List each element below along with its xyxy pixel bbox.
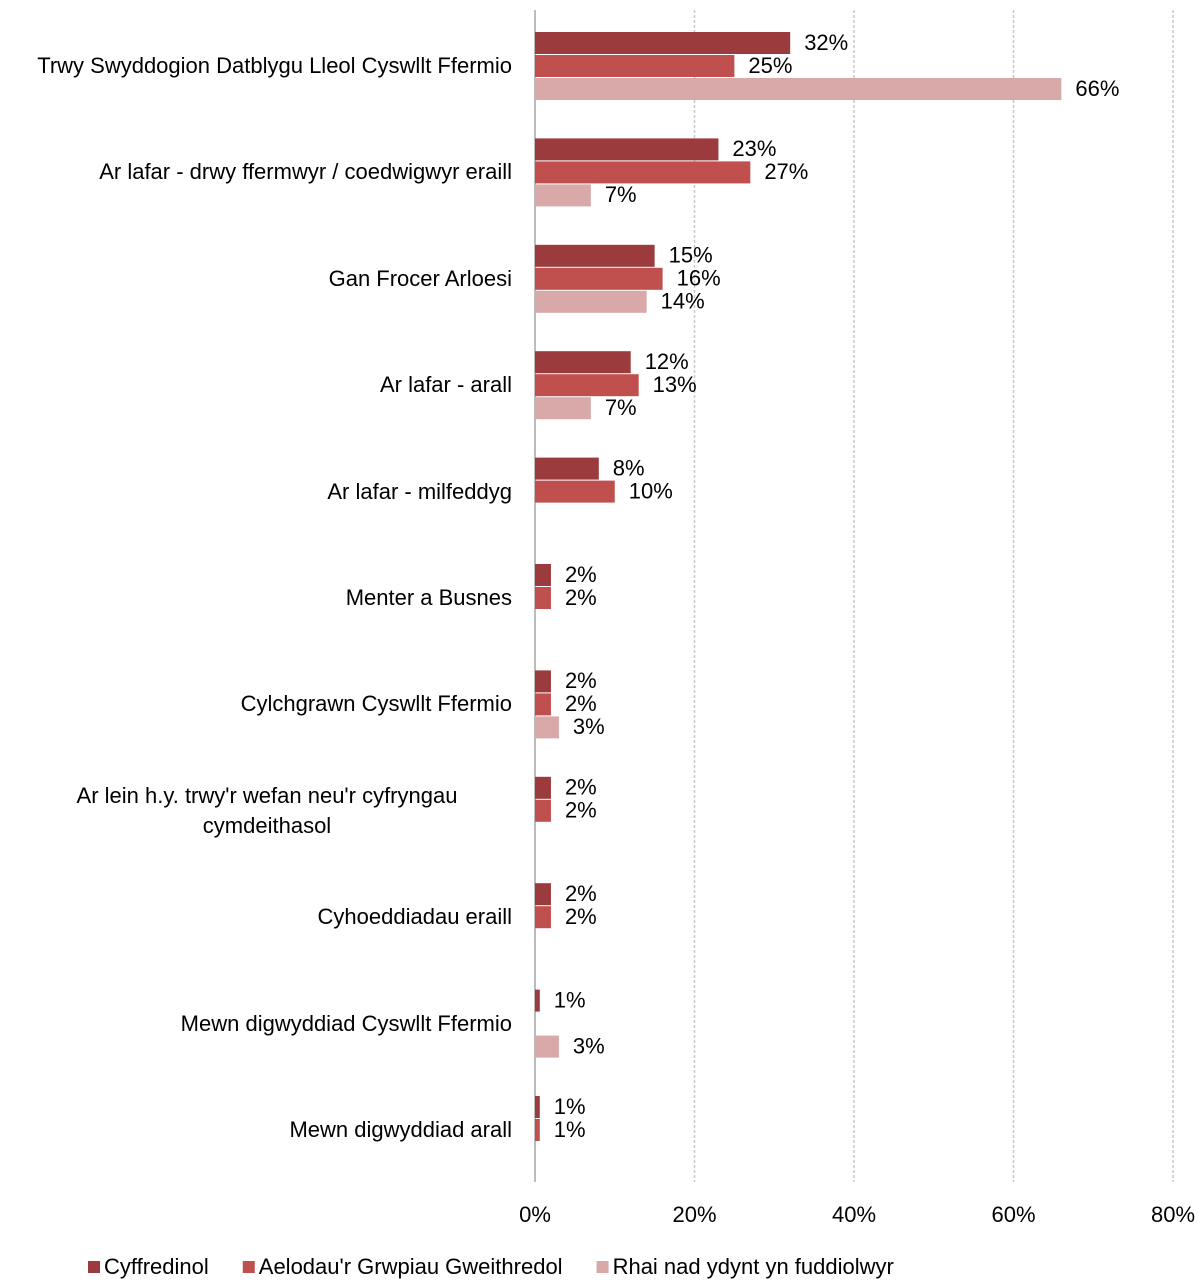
category-label: Ar lafar - drwy ffermwyr / coedwigwyr er… [7,157,512,187]
bar [535,716,559,739]
category-text: Ar lein h.y. trwy'r wefan neu'r cyfrynga… [76,782,458,838]
data-label: 7% [605,395,637,420]
data-label: 14% [661,289,705,314]
x-tick-label: 40% [832,1202,876,1227]
bar [535,138,719,161]
bar [535,32,791,54]
category-text: Trwy Swyddogion Datblygu Lleol Cyswllt F… [37,53,512,78]
bar [535,1096,540,1118]
legend-label: Aelodau'r Grwpiau Gweithredol [259,1254,563,1279]
category-label: Ar lein h.y. trwy'r wefan neu'r cyfrynga… [7,781,512,841]
bar [535,184,591,207]
bar [535,78,1062,100]
category-text: Ar lafar - milfeddyg [327,478,512,504]
data-label: 10% [629,478,673,503]
legend-label: Rhai nad ydynt yn fuddiolwyr [613,1254,894,1279]
bar [535,1119,540,1141]
data-label: 2% [565,904,597,929]
category-label: Mewn digwyddiad Cyswllt Ffermio [7,1009,512,1039]
category-label: Menter a Busnes [7,583,512,613]
bar [535,480,615,503]
data-label: 3% [573,1033,605,1058]
data-label: 7% [605,182,637,207]
data-label: 66% [1075,76,1119,101]
category-label: Mewn digwyddiad arall [7,1115,512,1145]
data-label: 2% [565,562,597,587]
data-label: 15% [669,243,713,268]
data-label: 23% [732,136,776,161]
bar [535,693,551,716]
bar [535,351,631,374]
bar [535,267,663,290]
data-label: 27% [764,159,808,184]
bar [535,457,599,480]
category-text: Mewn digwyddiad Cyswllt Ffermio [180,1010,512,1036]
legend-swatch [242,1261,255,1273]
category-text: Ar lafar - arall [379,372,512,398]
data-label: 16% [677,266,721,291]
data-label: 25% [748,53,792,78]
category-label: Ar lafar - milfeddyg [7,477,512,507]
bar [535,776,551,799]
data-label: 1% [554,1094,586,1119]
legend-swatch [88,1261,100,1273]
bar [535,564,551,586]
bar [535,55,735,77]
data-label: 13% [653,372,697,397]
category-label: Ar lafar - arall [7,370,512,400]
data-label: 3% [573,714,605,739]
data-label: 2% [565,668,597,693]
category-text: Menter a Busnes [345,585,512,610]
bar [535,397,591,420]
x-tick-label: 20% [672,1202,716,1227]
x-tick-label: 80% [1151,1202,1195,1227]
category-label: Trwy Swyddogion Datblygu Lleol Cyswllt F… [7,51,512,81]
data-label: 2% [565,775,597,800]
data-label: 2% [565,585,597,610]
data-label: 1% [554,987,586,1012]
data-label: 2% [565,691,597,716]
category-text: Cyhoeddiadau eraill [317,904,512,930]
category-text: Gan Frocer Arloesi [328,265,512,291]
bar [535,290,647,313]
bar [535,799,551,822]
data-label: 2% [565,798,597,823]
category-text: Mewn digwyddiad arall [289,1117,512,1142]
bar [535,883,551,906]
category-label: Gan Frocer Arloesi [7,264,512,294]
data-label: 12% [645,349,689,374]
x-tick-label: 0% [519,1202,551,1227]
bar [535,587,551,609]
bar [535,374,639,397]
bar [535,989,540,1012]
bar [535,1035,559,1058]
category-label: Cyhoeddiadau eraill [7,902,512,932]
bar [535,161,751,184]
legend-swatch [596,1261,609,1273]
bar [535,906,551,929]
data-label: 2% [565,881,597,906]
x-tick-label: 60% [991,1202,1035,1227]
data-label: 1% [554,1117,586,1142]
bar [535,670,551,693]
legend-label: Cyffredinol [104,1254,209,1279]
category-label: Cylchgrawn Cyswllt Ffermio [7,689,512,719]
category-text: Cylchgrawn Cyswllt Ffermio [240,691,512,717]
data-label: 32% [804,30,848,55]
data-label: 8% [613,455,645,480]
category-text: Ar lafar - drwy ffermwyr / coedwigwyr er… [99,159,512,185]
bar [535,244,655,267]
